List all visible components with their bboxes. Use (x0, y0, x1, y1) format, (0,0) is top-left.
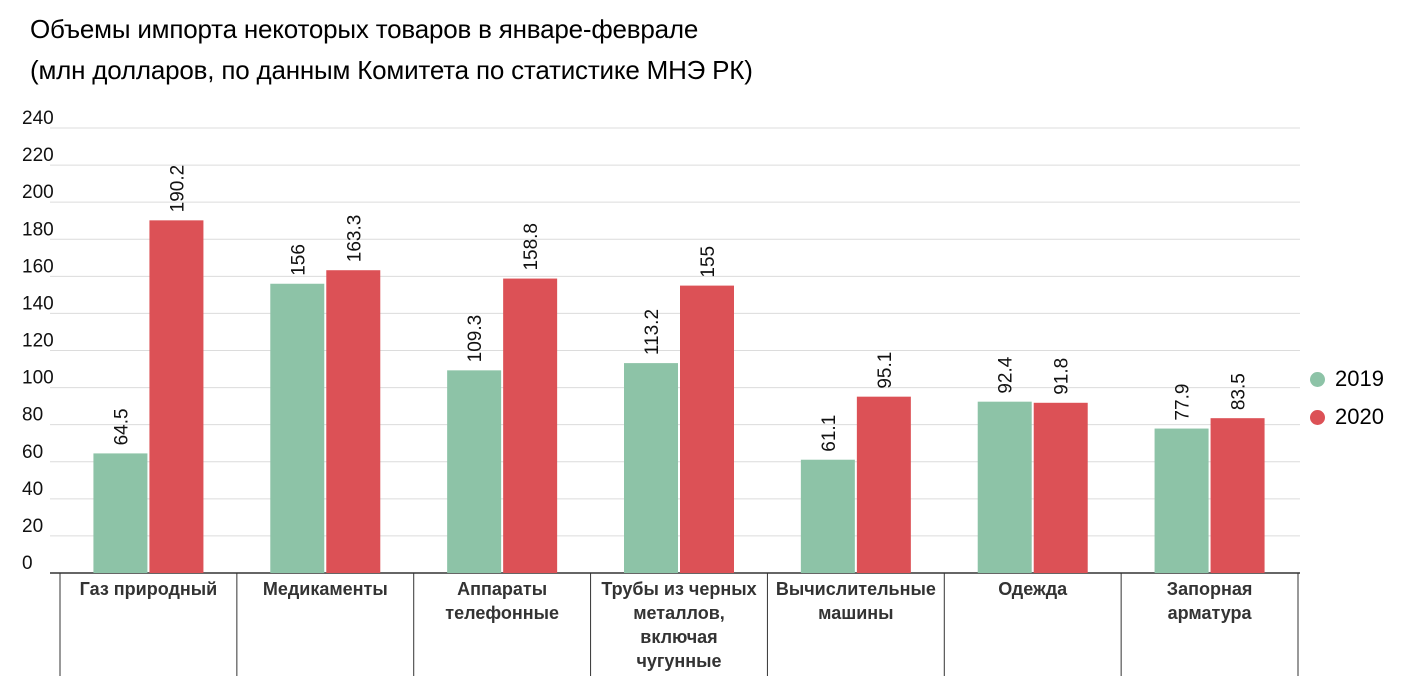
data-label-2019: 156 (288, 244, 309, 276)
y-tick-label: 20 (22, 516, 43, 537)
y-tick-label: 140 (22, 293, 54, 314)
y-tick-label: 80 (22, 405, 43, 426)
legend-item-2019: 2019 (1310, 366, 1384, 392)
bar-2020 (1033, 402, 1088, 573)
data-label-2019: 77.9 (1173, 384, 1194, 421)
y-tick-label: 180 (22, 219, 54, 240)
bar-2020 (856, 396, 911, 573)
category-label: Аппараты (457, 579, 547, 599)
data-label-2020: 91.8 (1052, 358, 1073, 395)
y-tick-label: 100 (22, 368, 54, 389)
legend-item-2020: 2020 (1310, 404, 1384, 430)
bar-2020 (680, 285, 734, 573)
data-label-2020: 155 (698, 246, 719, 278)
data-label-2019: 113.2 (642, 309, 663, 355)
category-label: включая (640, 627, 717, 647)
bar-2019 (977, 401, 1032, 573)
y-tick-label: 0 (22, 553, 33, 574)
category-label: Одежда (998, 579, 1068, 599)
bar-2020 (326, 270, 381, 573)
chart-title-line-1: Объемы импорта некоторых товаров в январ… (30, 14, 699, 44)
bar-2019 (1154, 428, 1209, 573)
category-label: металлов, (633, 603, 725, 623)
y-tick-label: 120 (22, 331, 54, 352)
data-label-2020: 95.1 (875, 352, 896, 389)
category-label: машины (818, 603, 893, 623)
y-tick-label: 220 (22, 145, 54, 166)
category-label: Вычислительные (776, 579, 936, 599)
category-label: Газ природный (80, 579, 218, 599)
data-label-2020: 163.3 (344, 215, 365, 263)
bar-2019 (447, 370, 502, 573)
y-tick-label: 240 (22, 108, 54, 129)
category-label: Медикаменты (263, 579, 388, 599)
bar-2020 (149, 220, 204, 573)
bar-2019 (800, 459, 855, 573)
y-tick-label: 160 (22, 256, 54, 277)
data-label-2020: 83.5 (1229, 373, 1250, 410)
bar-2020 (1210, 418, 1265, 573)
legend-swatch-2020 (1310, 409, 1325, 425)
data-label-2020: 190.2 (167, 165, 188, 213)
data-label-2019: 64.5 (111, 408, 132, 445)
legend-swatch-2019 (1310, 371, 1325, 387)
y-tick-label: 40 (22, 479, 43, 500)
bar-2019 (93, 453, 148, 573)
category-label: Запорная (1167, 579, 1253, 599)
category-label: арматура (1168, 603, 1253, 623)
chart-title-line-2: (млн долларов, по данным Комитета по ста… (30, 55, 753, 85)
data-label-2019: 109.3 (465, 315, 486, 363)
data-label-2019: 61.1 (819, 415, 840, 452)
bar-2019 (270, 283, 325, 573)
legend-label-2020: 2020 (1335, 404, 1384, 429)
bar-2020 (503, 278, 558, 573)
category-label: телефонные (445, 603, 559, 623)
data-label-2020: 158.8 (521, 223, 542, 271)
bar-2019 (624, 363, 678, 573)
y-tick-label: 60 (22, 442, 43, 463)
category-label: Трубы из черных (601, 579, 756, 599)
y-tick-label: 200 (22, 182, 54, 203)
legend-label-2019: 2019 (1335, 366, 1384, 391)
data-label-2019: 92.4 (996, 356, 1017, 393)
category-label: чугунные (636, 651, 721, 671)
